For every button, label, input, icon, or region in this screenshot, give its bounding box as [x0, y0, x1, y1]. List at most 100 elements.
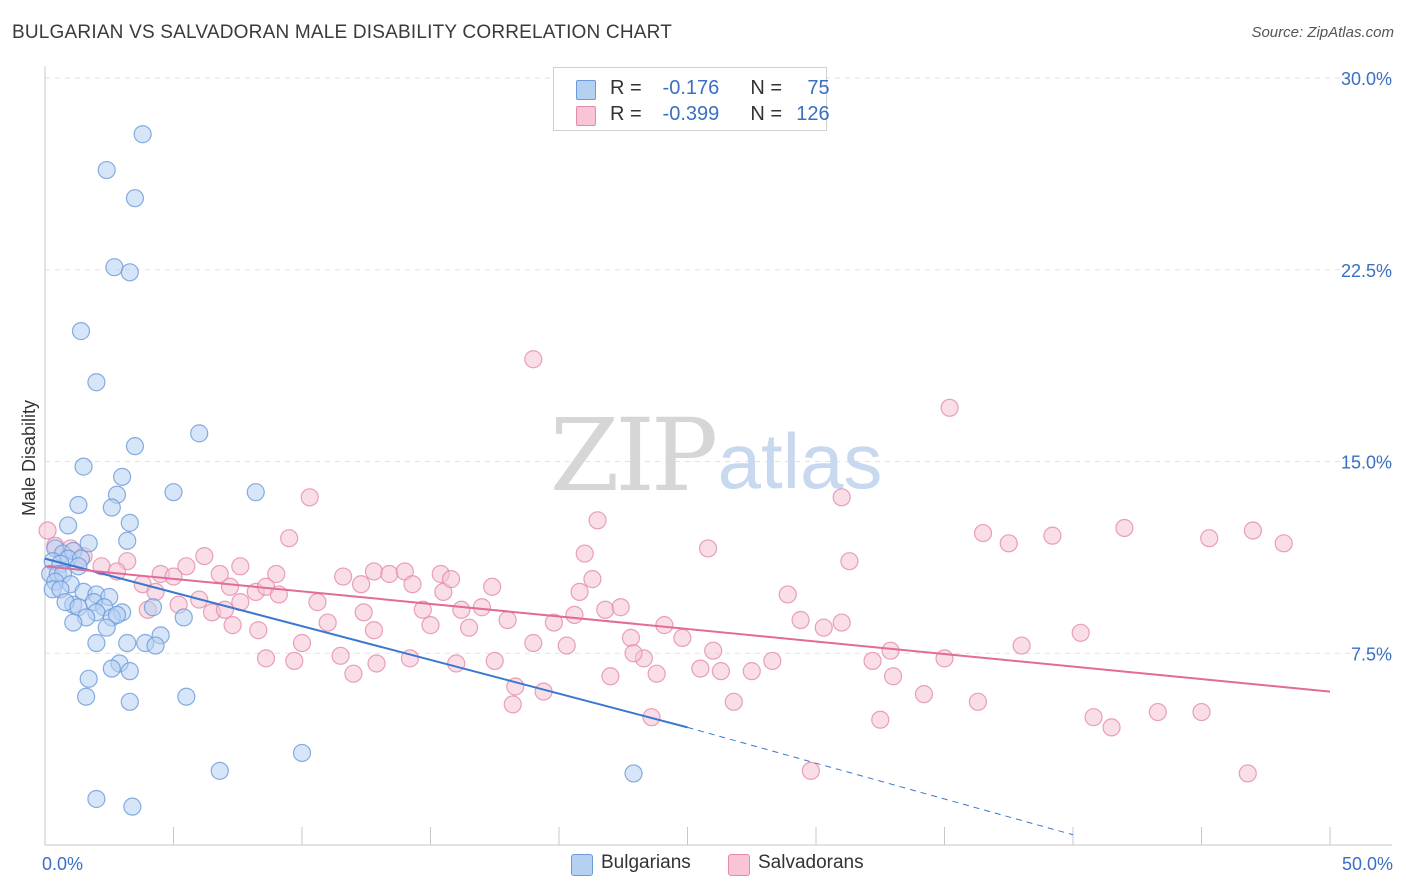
watermark-zip: ZIP	[550, 397, 715, 514]
salvadoran-point	[285, 651, 304, 671]
salvadoran-point	[742, 662, 761, 681]
salvadoran-point	[308, 593, 327, 612]
bulgarian-point	[146, 636, 165, 655]
x-tick-label: 0.0%	[42, 854, 83, 874]
bulgarian-point	[87, 789, 106, 809]
salvadoran-point	[256, 649, 276, 668]
salvadoran-point	[881, 641, 900, 660]
salvadoran-point	[344, 664, 363, 683]
salvadoran-point	[421, 616, 440, 635]
salvadoran-point	[472, 598, 491, 617]
bulgarian-point	[174, 608, 193, 627]
salvadoran-point	[611, 598, 630, 617]
salvadoran-point	[403, 575, 422, 594]
bulgarian-point	[164, 483, 183, 502]
salvadoran-point	[483, 577, 502, 596]
bulgarian-point	[97, 160, 116, 180]
salvadoran-point	[459, 618, 479, 637]
trend-lines	[44, 557, 1331, 836]
salvadoran-point	[413, 600, 432, 619]
salvadoran-point	[565, 605, 584, 625]
salvadoran-point	[1084, 708, 1103, 727]
correlation-legend: R = -0.176 N = 75 R = -0.399 N = 126	[553, 67, 830, 131]
salvadoran-point	[935, 649, 954, 668]
salvadoran-point	[914, 685, 934, 704]
r-value-salvadorans: -0.399	[662, 103, 720, 125]
salvadoran-point	[1043, 526, 1062, 545]
bulgarian-point	[125, 189, 145, 208]
salvadoran-point	[1200, 529, 1219, 548]
salvadoran-point	[624, 644, 643, 663]
bulgarian-point	[120, 662, 139, 681]
bulgarian-point	[118, 531, 137, 550]
salvadoran-point	[973, 523, 993, 543]
bulgarian-point	[105, 258, 124, 277]
salvadoran-point	[524, 633, 543, 653]
salvadoran-point	[364, 621, 384, 640]
salvadoran-point	[292, 633, 312, 653]
bulgarian-point	[79, 534, 98, 553]
salvadoran-point	[485, 651, 504, 671]
bulgarian-point	[118, 633, 137, 653]
salvadoran-point	[318, 613, 337, 632]
n-value-bulgarians: 75	[807, 77, 830, 99]
salvadoran-point	[331, 646, 350, 665]
salvadoran-point	[352, 575, 371, 594]
salvadoran-point	[575, 544, 594, 563]
bulgarian-point	[120, 513, 139, 532]
salvadoran-point	[1071, 623, 1090, 642]
salvadoran-point	[840, 552, 859, 571]
r-label: R =	[610, 77, 642, 99]
salvadoran-point	[596, 600, 615, 619]
salvadoran-point	[367, 654, 386, 673]
salvadoran-point	[863, 651, 882, 671]
salvadoran-point	[441, 570, 461, 589]
bulgarians-points	[41, 125, 643, 816]
salvadoran-point	[1148, 702, 1167, 722]
bulgarian-point	[133, 125, 152, 144]
bulgarian-point	[246, 483, 265, 502]
bulgarian-point	[210, 761, 229, 780]
bulgarian-point	[79, 669, 98, 688]
salvadoran-point	[195, 546, 214, 566]
salvadoran-point	[506, 677, 525, 696]
legend-swatch-pink	[728, 854, 750, 876]
bulgarian-point	[123, 797, 142, 816]
salvadoran-point	[503, 695, 522, 714]
salvadorans-trend-line	[44, 565, 1331, 693]
bulgarian-point	[143, 598, 163, 617]
chart-title: BULGARIAN VS SALVADORAN MALE DISABILITY …	[12, 22, 673, 43]
bulgarian-point	[107, 605, 127, 625]
salvadoran-point	[691, 659, 710, 678]
salvadoran-point	[220, 577, 240, 596]
bulgarian-point	[71, 322, 91, 341]
bulgarian-point	[59, 516, 78, 535]
bulgarian-point	[69, 495, 88, 515]
bulgarian-point	[87, 633, 106, 653]
salvadoran-point	[791, 610, 810, 630]
axes	[44, 66, 1392, 846]
bulgarian-point	[177, 687, 196, 706]
salvadoran-point	[940, 398, 959, 417]
legend-swatch-blue	[571, 854, 593, 876]
x-tick-label: 50.0%	[1342, 854, 1393, 874]
bulgarian-point	[120, 263, 139, 282]
bulgarian-point	[120, 692, 139, 711]
salvadoran-point	[647, 664, 666, 683]
salvadoran-point	[223, 616, 242, 635]
bulgarian-point	[64, 613, 83, 632]
salvadoran-point	[38, 521, 57, 540]
salvadoran-point	[711, 662, 731, 681]
n-label: N =	[750, 77, 783, 99]
salvadoran-point	[280, 529, 299, 548]
salvadoran-point	[588, 511, 607, 530]
salvadoran-point	[231, 557, 250, 576]
y-tick-label: 7.5%	[1351, 644, 1392, 664]
tick-labels: 7.5% 15.0% 22.5% 30.0% 0.0% 50.0%	[42, 69, 1393, 874]
source-label: Source: ZipAtlas.com	[1251, 24, 1394, 41]
bulgarian-point	[97, 618, 116, 637]
salvadoran-point	[249, 621, 268, 640]
bulgarian-point	[87, 373, 106, 392]
salvadoran-point	[1012, 636, 1031, 655]
